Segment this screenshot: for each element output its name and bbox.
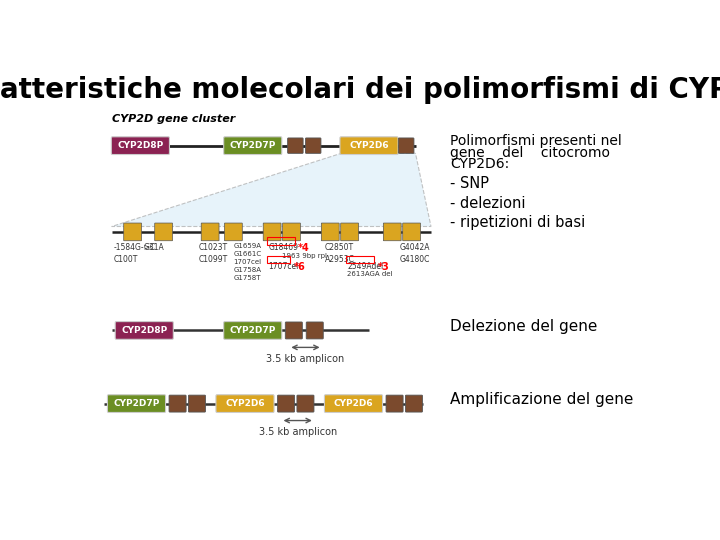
FancyBboxPatch shape	[405, 395, 423, 412]
FancyBboxPatch shape	[155, 223, 173, 241]
Text: G1659A
G1661C
1707cel
G1758A
G1758T: G1659A G1661C 1707cel G1758A G1758T	[233, 244, 261, 281]
Text: CYP2D8P: CYP2D8P	[121, 326, 167, 335]
Text: Amplificazione del gene: Amplificazione del gene	[451, 392, 634, 407]
Polygon shape	[112, 153, 431, 226]
FancyBboxPatch shape	[189, 395, 205, 412]
Text: 1707cel: 1707cel	[269, 262, 299, 271]
FancyBboxPatch shape	[124, 223, 142, 241]
FancyBboxPatch shape	[340, 137, 398, 154]
Text: *6: *6	[294, 262, 305, 272]
Text: G31A: G31A	[143, 244, 164, 252]
FancyBboxPatch shape	[169, 395, 186, 412]
FancyBboxPatch shape	[225, 223, 243, 241]
FancyBboxPatch shape	[115, 322, 174, 339]
FancyBboxPatch shape	[398, 138, 414, 153]
Text: Polimorfismi presenti nel: Polimorfismi presenti nel	[451, 134, 622, 148]
FancyBboxPatch shape	[325, 395, 382, 413]
Text: 3.5 kb amplicon: 3.5 kb amplicon	[266, 354, 345, 363]
FancyBboxPatch shape	[402, 223, 420, 241]
Text: *4: *4	[297, 244, 310, 253]
FancyBboxPatch shape	[341, 223, 359, 241]
FancyBboxPatch shape	[386, 395, 403, 412]
FancyBboxPatch shape	[297, 395, 314, 412]
FancyBboxPatch shape	[383, 223, 401, 241]
Text: CYP2D6: CYP2D6	[225, 399, 265, 408]
Text: CYP2D gene cluster: CYP2D gene cluster	[112, 114, 235, 124]
Text: C2850T
A2953C: C2850T A2953C	[325, 244, 355, 264]
FancyBboxPatch shape	[216, 395, 274, 413]
Text: G4042A
G4180C: G4042A G4180C	[400, 244, 431, 264]
FancyBboxPatch shape	[277, 395, 294, 412]
FancyBboxPatch shape	[224, 137, 282, 154]
Text: - delezioni: - delezioni	[451, 195, 526, 211]
Text: Delezione del gene: Delezione del gene	[451, 319, 598, 334]
Text: CYP2D6: CYP2D6	[333, 399, 373, 408]
FancyBboxPatch shape	[287, 138, 303, 153]
FancyBboxPatch shape	[201, 223, 219, 241]
Text: Caratteristiche molecolari dei polimorfismi di CYP2D6: Caratteristiche molecolari dei polimorfi…	[0, 76, 720, 104]
FancyBboxPatch shape	[264, 223, 281, 241]
FancyBboxPatch shape	[107, 395, 166, 413]
FancyBboxPatch shape	[224, 322, 282, 339]
Text: 2613AGA del: 2613AGA del	[347, 271, 393, 277]
Text: gene    del    citocromo: gene del citocromo	[451, 146, 611, 160]
Text: 3.5 kb amplicon: 3.5 kb amplicon	[258, 427, 337, 437]
FancyBboxPatch shape	[112, 137, 169, 154]
Text: 1963 9bp rpl: 1963 9bp rpl	[282, 253, 327, 259]
FancyBboxPatch shape	[305, 138, 321, 153]
FancyBboxPatch shape	[306, 322, 323, 339]
Text: *3: *3	[378, 262, 390, 272]
Text: C1023T
C1099T: C1023T C1099T	[199, 244, 228, 264]
Text: CYP2D6: CYP2D6	[349, 141, 389, 150]
Text: CYP2D8P: CYP2D8P	[117, 141, 163, 150]
Text: CYP2D7P: CYP2D7P	[113, 399, 160, 408]
Text: CYP2D7P: CYP2D7P	[230, 326, 276, 335]
Text: CYP2D7P: CYP2D7P	[230, 141, 276, 150]
FancyBboxPatch shape	[285, 322, 302, 339]
Text: - ripetizioni di basi: - ripetizioni di basi	[451, 215, 585, 230]
Text: 2549Adel: 2549Adel	[347, 262, 384, 271]
Text: - SNP: - SNP	[451, 177, 490, 192]
FancyBboxPatch shape	[282, 223, 300, 241]
Text: CYP2D6:: CYP2D6:	[451, 157, 510, 171]
Text: G18469: G18469	[269, 244, 298, 252]
Text: -1584G->C
C100T: -1584G->C C100T	[113, 244, 156, 264]
FancyBboxPatch shape	[321, 223, 339, 241]
